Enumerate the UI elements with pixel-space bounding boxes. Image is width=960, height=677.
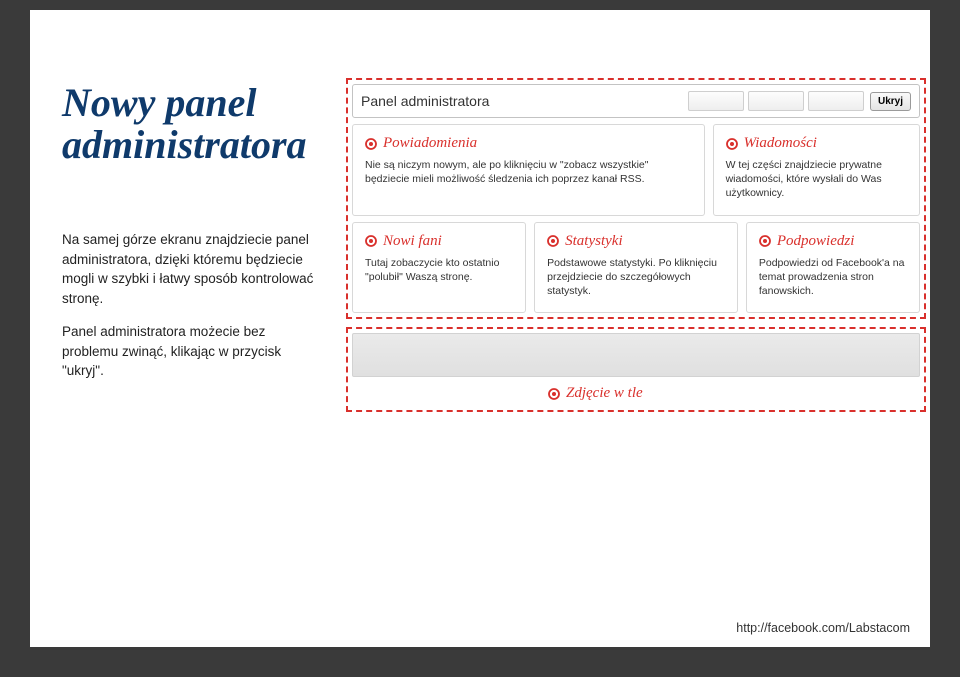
bullet-icon [365,235,377,247]
header-tabs [688,91,864,111]
panel-row-1: Powiadomienia Nie są niczym nowym, ale p… [352,124,920,216]
cell-statistics[interactable]: Statystyki Podstawowe statystyki. Po kli… [534,222,738,314]
left-column: Nowy panel administratora Na samej górze… [62,82,322,381]
footer-link[interactable]: http://facebook.com/Labstacom [736,621,910,635]
header-tab-placeholder[interactable] [688,91,744,111]
intro-para-1: Na samej górze ekranu znajdziecie panel … [62,230,322,308]
bullet-icon [759,235,771,247]
cell-new-fans[interactable]: Nowi fani Tutaj zobaczycie kto ostatnio … [352,222,526,314]
cell-title: Nowi fani [365,233,513,250]
bullet-icon [547,235,559,247]
panel-row-2: Nowi fani Tutaj zobaczycie kto ostatnio … [352,222,920,314]
cell-desc: W tej części znajdziecie prywatne wiadom… [726,158,907,201]
cover-photo-callout: Zdjęcie w tle [346,327,926,412]
panel-header-title: Panel administratora [361,93,682,109]
cover-photo-label: Zdjęcie w tle [548,385,920,402]
cell-title: Podpowiedzi [759,233,907,250]
hide-button[interactable]: Ukryj [870,92,911,111]
intro-text: Na samej górze ekranu znajdziecie panel … [62,230,322,381]
cell-title: Wiadomości [726,135,907,152]
header-tab-placeholder[interactable] [748,91,804,111]
cell-desc: Tutaj zobaczycie kto ostatnio "polubił" … [365,256,513,284]
admin-panel-callout: Panel administratora Ukryj Powiadomienia… [346,78,926,412]
bullet-icon [726,138,738,150]
cell-tips[interactable]: Podpowiedzi Podpowiedzi od Facebook'a na… [746,222,920,314]
admin-panel-header: Panel administratora Ukryj [352,84,920,118]
bullet-icon [548,388,560,400]
cell-desc: Nie są niczym nowym, ale po kliknięciu w… [365,158,692,186]
page-title: Nowy panel administratora [62,82,322,166]
cell-desc: Podstawowe statystyki. Po kliknięciu prz… [547,256,725,299]
cell-desc: Podpowiedzi od Facebook'a na temat prowa… [759,256,907,299]
bullet-icon [365,138,377,150]
page: Nowy panel administratora Na samej górze… [30,10,930,647]
cell-notifications[interactable]: Powiadomienia Nie są niczym nowym, ale p… [352,124,705,216]
cell-title: Powiadomienia [365,135,692,152]
header-tab-placeholder[interactable] [808,91,864,111]
admin-panel-box: Panel administratora Ukryj Powiadomienia… [346,78,926,319]
intro-para-2: Panel administratora możecie bez problem… [62,322,322,381]
cell-messages[interactable]: Wiadomości W tej części znajdziecie pryw… [713,124,920,216]
cover-photo-strip[interactable] [352,333,920,377]
cell-title: Statystyki [547,233,725,250]
